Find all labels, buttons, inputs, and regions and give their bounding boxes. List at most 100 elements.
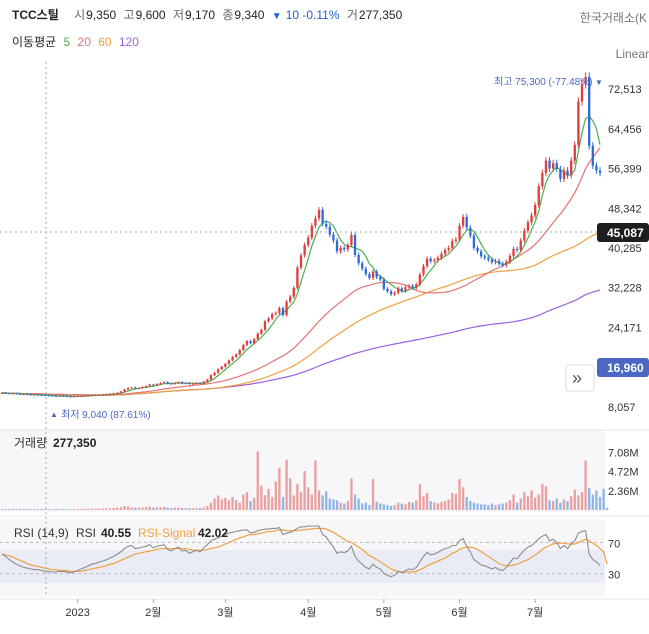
volume-bar xyxy=(191,508,195,510)
volume-bar xyxy=(278,467,281,510)
volume-bar xyxy=(177,507,180,510)
candle-body xyxy=(433,260,436,262)
candle-body xyxy=(588,76,591,146)
candle-body xyxy=(544,160,548,173)
volume-bar xyxy=(386,505,389,510)
candle-body xyxy=(321,209,324,224)
rsi-tick-label: 30 xyxy=(608,570,620,582)
volume-bar xyxy=(382,504,386,510)
high-label: 고 xyxy=(123,8,135,22)
candle-body xyxy=(137,387,141,389)
volume-bar xyxy=(397,502,400,510)
candle-body xyxy=(451,241,454,248)
volume-bar xyxy=(364,502,368,510)
volume-bar xyxy=(526,496,530,510)
candle-body xyxy=(386,288,389,292)
volume-bar xyxy=(368,505,371,510)
volume-bar xyxy=(404,504,407,510)
volume-bar xyxy=(242,494,245,510)
candle-body xyxy=(44,395,47,397)
volume-bar xyxy=(332,499,335,510)
candle-body xyxy=(371,271,375,278)
volume-bar xyxy=(559,502,562,510)
volume-bar xyxy=(552,501,555,510)
candle-body xyxy=(566,170,569,176)
volume-bar xyxy=(36,509,40,510)
candle-body xyxy=(425,258,429,267)
candle-body xyxy=(112,393,115,395)
volume-bar xyxy=(0,509,4,510)
volume-bar xyxy=(350,478,353,510)
volume-bar xyxy=(26,508,29,510)
candle-body xyxy=(393,292,396,295)
candle-body xyxy=(148,384,151,386)
scroll-to-latest-button[interactable]: » xyxy=(565,364,595,392)
volume-bar xyxy=(537,494,540,510)
volume-bar xyxy=(465,497,468,510)
x-tick-label: 4월 xyxy=(300,606,316,619)
candle-body xyxy=(256,333,259,340)
price-tick-label: 72,513 xyxy=(608,84,642,96)
candle-body xyxy=(213,372,216,376)
rsi-band xyxy=(0,550,605,583)
volume-bar xyxy=(184,508,187,510)
ma-legend[interactable]: 이동평균 5 20 60 120 xyxy=(12,33,143,50)
volume-bar xyxy=(562,499,566,510)
candle-body xyxy=(497,260,501,264)
candle-body xyxy=(382,279,386,289)
price-tick-label: 32,228 xyxy=(608,283,642,295)
scale-mode-button[interactable]: Linear xyxy=(615,47,649,61)
candle-body xyxy=(123,389,126,392)
volume-bar xyxy=(166,507,169,510)
volume-bar xyxy=(47,509,50,510)
candle-body xyxy=(570,160,573,176)
candle-body xyxy=(242,345,245,350)
candle-body xyxy=(508,255,512,262)
candle-body xyxy=(116,392,119,394)
candle-body xyxy=(227,360,231,364)
ma-legend-item-60: 60 xyxy=(98,35,112,49)
volume-bar xyxy=(451,492,454,510)
low-label: 저 xyxy=(172,8,184,22)
candle-body xyxy=(368,274,371,278)
candle-body xyxy=(271,314,274,319)
rsi-signal-line xyxy=(1,527,608,573)
candle-body xyxy=(278,308,281,314)
candle-body xyxy=(173,383,177,385)
volume-bar xyxy=(317,490,321,510)
volume-bar xyxy=(90,508,94,510)
candle-body xyxy=(519,240,522,250)
volume-bar xyxy=(479,504,483,510)
candle-body xyxy=(573,144,576,161)
volume-bar xyxy=(584,460,587,510)
candle-body xyxy=(119,391,123,393)
volume-bar xyxy=(260,485,263,510)
candle-body xyxy=(231,356,234,361)
candle-body xyxy=(177,382,180,384)
min-price-annotation: 최저 9,040 (87.61%) xyxy=(61,409,151,421)
ma-legend-title: 이동평균 xyxy=(12,35,57,49)
volume-bar xyxy=(483,504,486,510)
candle-body xyxy=(224,363,227,367)
candle-body xyxy=(76,396,79,398)
volume-bar xyxy=(310,494,313,510)
candle-body xyxy=(389,291,393,295)
candle-body xyxy=(141,386,144,388)
volume-bar xyxy=(422,496,425,510)
x-tick-label: 3월 xyxy=(217,606,233,619)
volume-bar xyxy=(328,498,331,510)
candle-body xyxy=(80,395,83,397)
volume-bar xyxy=(227,500,231,510)
volume-bar xyxy=(112,507,115,510)
volume-bar xyxy=(213,498,216,510)
volume-bar xyxy=(497,504,501,510)
volume-bar xyxy=(274,481,277,510)
candle-body xyxy=(15,393,18,395)
candle-body xyxy=(397,288,400,293)
candle-body xyxy=(353,235,357,255)
volume-bar xyxy=(18,509,22,510)
volume-bar xyxy=(303,471,306,510)
candle-body xyxy=(400,288,404,291)
candle-body xyxy=(411,285,414,288)
